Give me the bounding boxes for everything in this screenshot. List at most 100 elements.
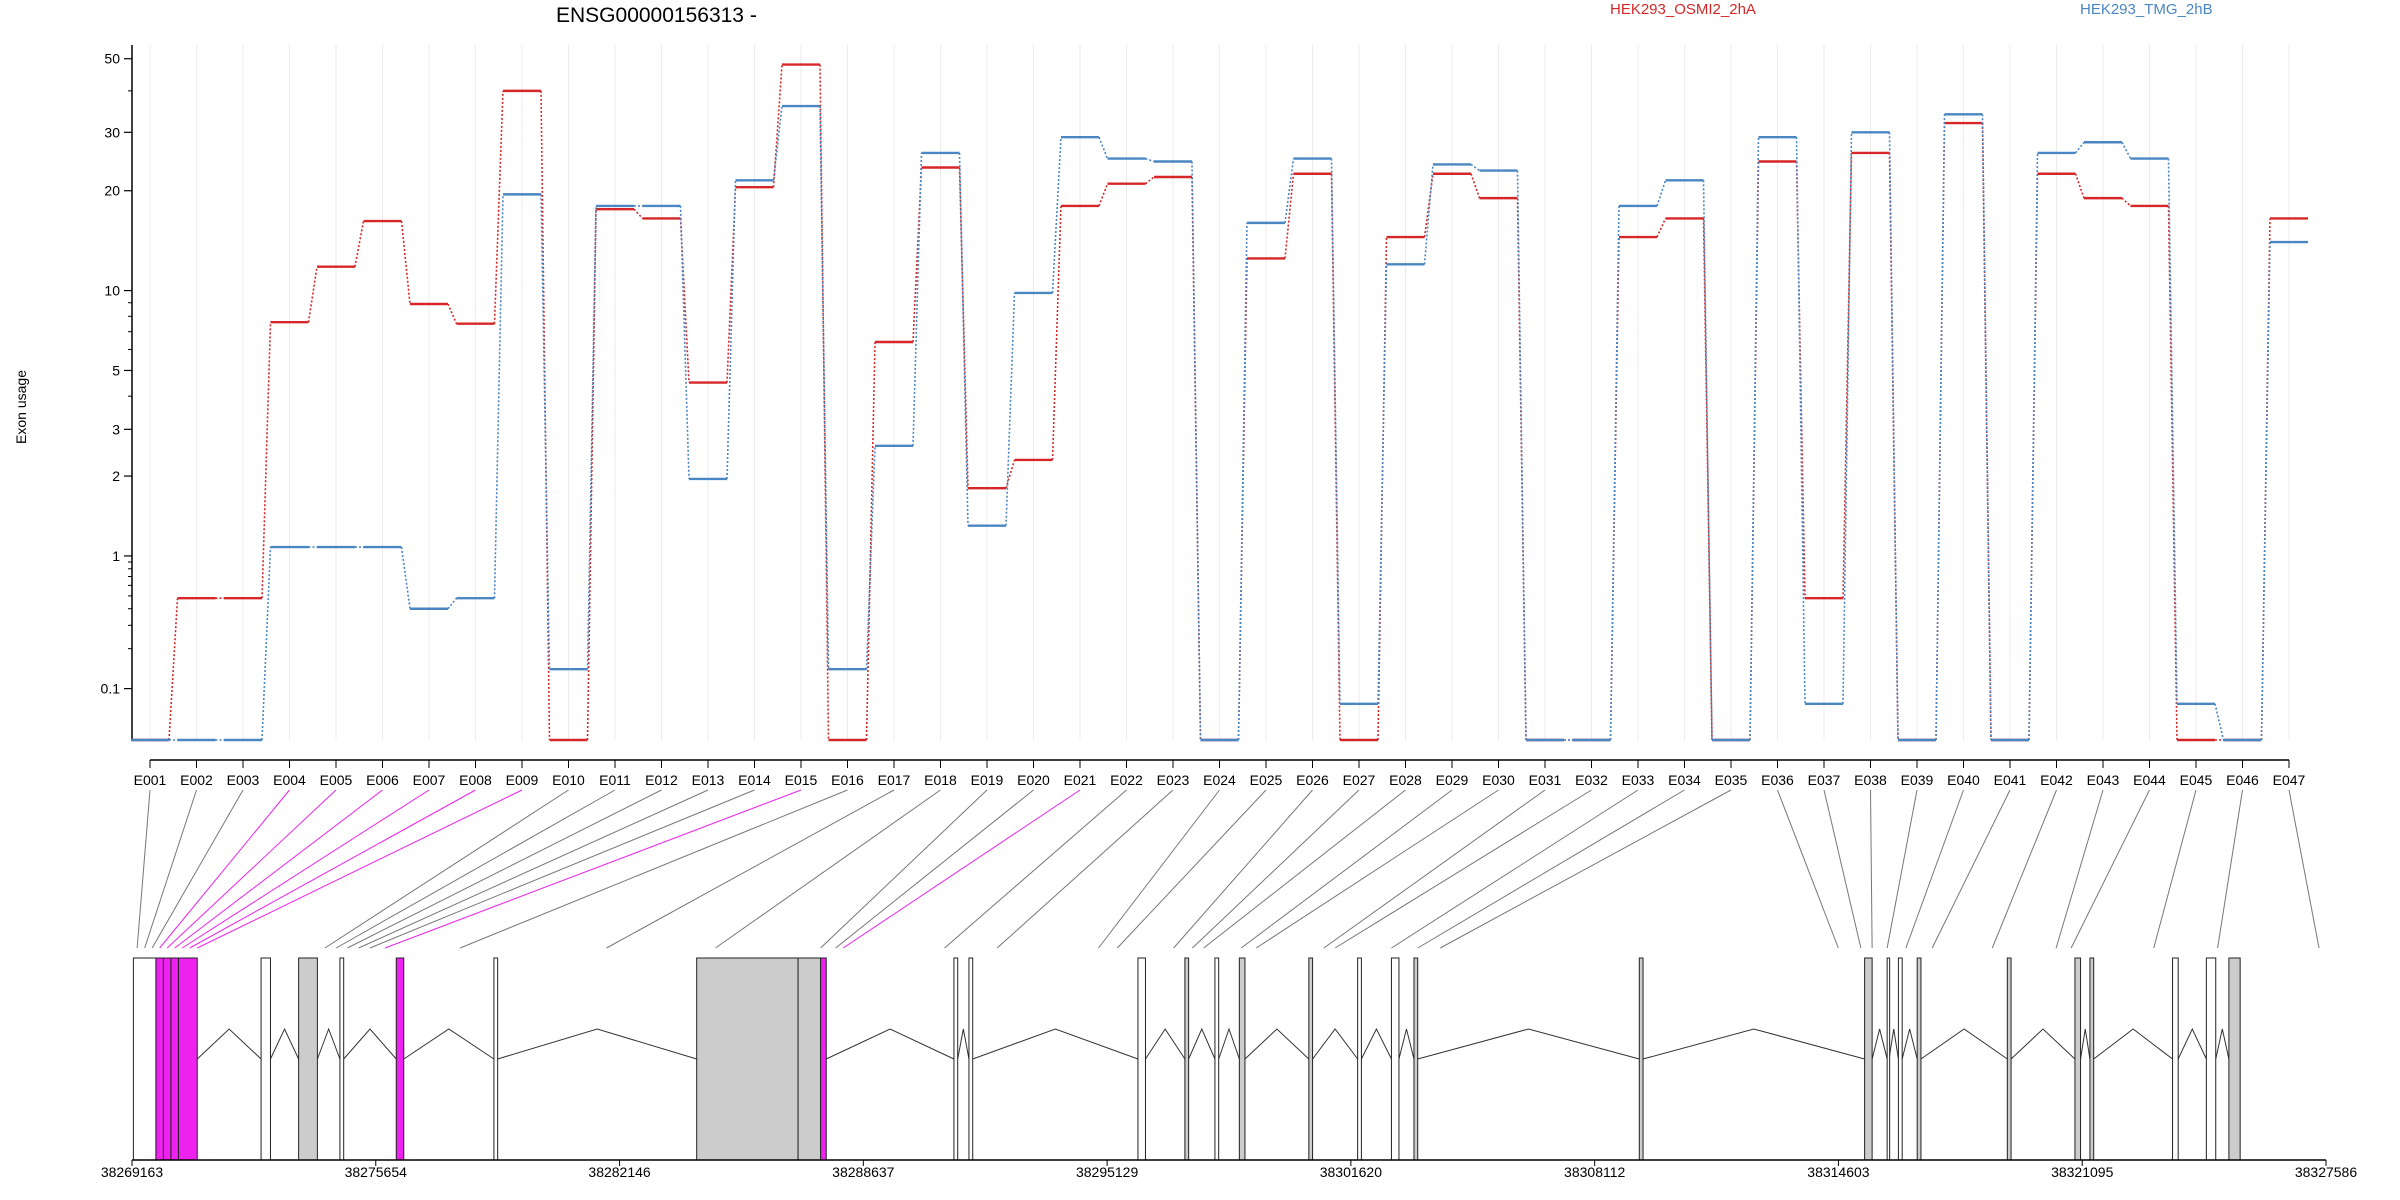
exon-connector (1886, 789, 1918, 949)
exon-connector (1417, 789, 1685, 949)
x-tick-label: E028 (1389, 772, 1422, 788)
exon-connector (159, 789, 290, 949)
x-tick-label: E013 (692, 772, 725, 788)
exon-block (339, 957, 345, 1161)
exon-block (2228, 957, 2241, 1161)
exon-connector (144, 789, 197, 949)
exon-connector (174, 789, 383, 949)
y-tick-label: 3 (112, 421, 120, 437)
y-axis: 0.1 1 2 3 5 10 20 30 50 (101, 45, 133, 740)
x-tick-label: E029 (1436, 772, 1469, 788)
exon-block (1308, 957, 1314, 1161)
exon-connector (1334, 789, 1592, 949)
x-tick-label: E023 (1157, 772, 1190, 788)
genomic-tick-label: 38321095 (2051, 1164, 2114, 1180)
genomic-tick-label: 38275654 (345, 1164, 408, 1180)
x-tick-label: E001 (134, 772, 167, 788)
x-tick-label: E022 (1110, 772, 1143, 788)
exon-connector (715, 789, 941, 949)
exon-block (155, 957, 164, 1161)
exon-block (298, 957, 318, 1161)
exon-block (968, 957, 974, 1161)
intron (1888, 1028, 1899, 1060)
legend-label-series-2: HEK293_TMG_2hB (2080, 1, 2213, 18)
intron (972, 1028, 1139, 1060)
y-tick-label: 30 (104, 124, 120, 140)
exon-block (1357, 957, 1362, 1161)
exon-block (170, 957, 179, 1161)
x-tick-label: E026 (1296, 772, 1329, 788)
exon-connector (2153, 789, 2197, 949)
x-tick-label: E035 (1715, 772, 1748, 788)
x-tick-label: E040 (1947, 772, 1980, 788)
exon-block (953, 957, 959, 1161)
x-tick-label: E034 (1668, 772, 1701, 788)
x-axis: E001 E002 E003 E004 E005 E006 E007 E008 E009 E010… (134, 759, 2306, 788)
x-tick-label: E037 (1808, 772, 1841, 788)
x-tick-label: E017 (878, 772, 911, 788)
intron (2080, 1028, 2091, 1060)
exon-block (260, 957, 271, 1161)
exon-block (1897, 957, 1903, 1161)
intron (1417, 1028, 1640, 1060)
exon-connector (459, 789, 848, 949)
exon-block (820, 957, 827, 1161)
exon-connector (1255, 789, 1499, 949)
exon-connector (384, 789, 802, 949)
exon-connector (820, 789, 988, 949)
x-tick-label: E011 (599, 772, 631, 788)
x-tick-label: E010 (552, 772, 585, 788)
exon-connector (1440, 789, 1732, 949)
exon-connector (335, 789, 616, 949)
exon-connector (1777, 789, 1839, 949)
exon-connector (1240, 789, 1453, 949)
intron (316, 1027, 341, 1060)
exon-block (1214, 957, 1220, 1161)
y-tick-label: 20 (104, 183, 120, 199)
exon-connector (151, 789, 244, 949)
exon-connector (1203, 789, 1406, 949)
chart-title: ENSG00000156313 - (556, 4, 757, 27)
exon-connector (1391, 789, 1639, 949)
exon-connector (324, 789, 569, 949)
intron (957, 1028, 970, 1060)
exon-connector (996, 789, 1174, 949)
exon-connector (1931, 789, 2011, 949)
intron (1218, 1027, 1240, 1060)
exon-connector (358, 789, 709, 949)
exon-connector (835, 789, 1034, 949)
genomic-tick-label: 38269163 (101, 1164, 164, 1180)
intron (1188, 1027, 1216, 1060)
x-tick-label: E024 (1203, 772, 1236, 788)
x-tick-label: E015 (785, 772, 818, 788)
exon-block (2089, 957, 2095, 1161)
x-tick-label: E006 (366, 772, 399, 788)
exon-connector (1870, 789, 1873, 949)
x-tick-label: E018 (924, 772, 957, 788)
exon-block (2205, 957, 2217, 1161)
intron (1871, 1028, 1888, 1060)
x-tick-label: E012 (645, 772, 678, 788)
x-tick-label: E016 (831, 772, 864, 788)
intron (2093, 1028, 2173, 1060)
exon-connector (2288, 789, 2320, 949)
series-lines (131, 63, 2308, 742)
exon-connector (2217, 789, 2243, 949)
exon-block (1886, 957, 1891, 1161)
intron (497, 1028, 697, 1060)
exon-block (696, 957, 799, 1161)
x-tick-label: E004 (273, 772, 306, 788)
exon-connector (166, 789, 337, 949)
exon-connector (369, 789, 755, 949)
x-tick-label: E027 (1343, 772, 1376, 788)
y-tick-label: 1 (112, 548, 120, 564)
x-tick-label: E044 (2133, 772, 2166, 788)
series-2-connector (169, 105, 2271, 741)
intron (2215, 1028, 2230, 1060)
x-tick-label: E043 (2087, 772, 2120, 788)
x-tick-label: E039 (1901, 772, 1934, 788)
y-tick-label: 0.1 (101, 681, 121, 697)
x-tick-label: E021 (1064, 772, 1097, 788)
x-tick-label: E005 (320, 772, 353, 788)
exon-connector (606, 789, 895, 949)
